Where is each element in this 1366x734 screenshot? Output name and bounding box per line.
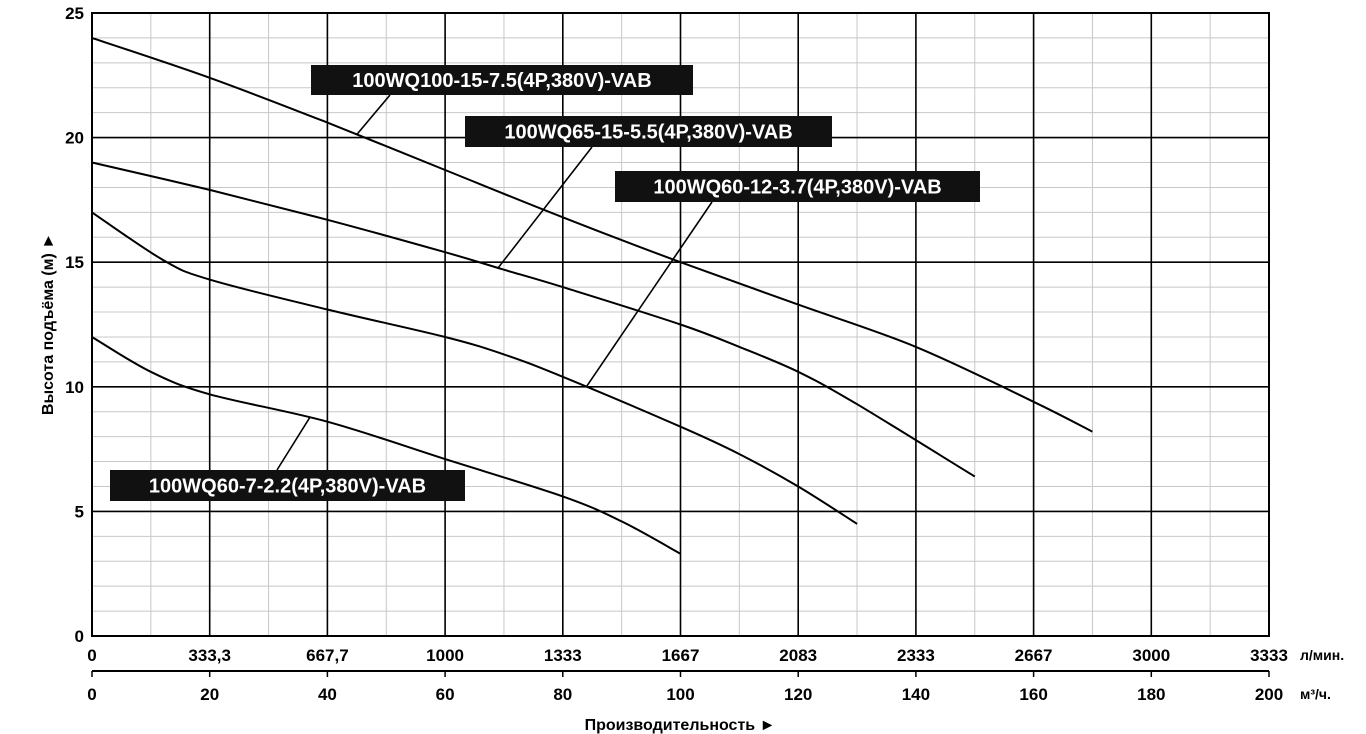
y-tick-labels: 0 5 10 15 20 25 — [65, 4, 84, 646]
series-label-box — [311, 65, 693, 95]
x-tick-label: 80 — [553, 685, 572, 704]
series-line — [91, 161, 976, 478]
y-tick-label: 25 — [65, 4, 84, 23]
series-leader-line — [276, 417, 311, 471]
x-tick-label: 20 — [200, 685, 219, 704]
series-leader-line — [585, 201, 713, 388]
x-tick-label: 140 — [902, 685, 930, 704]
x-tick-label: 100 — [666, 685, 694, 704]
x-secondary-tick-label: 3000 — [1132, 646, 1170, 665]
series-label: 100WQ60-7-2.2(4P,380V)-VAB — [149, 476, 426, 498]
x-tick-label: 200 — [1255, 685, 1283, 704]
series-leader-line — [497, 146, 593, 269]
x-secondary-tick-label: 1333 — [544, 646, 582, 665]
x-tick-label: 0 — [87, 685, 96, 704]
x-secondary-tick-label: 0 — [87, 646, 96, 665]
x-unit: м³/ч. — [1300, 686, 1331, 702]
series-line — [91, 36, 1093, 433]
x-secondary-tick-label: 1667 — [662, 646, 700, 665]
x-secondary-tick-labels: 0 333,3 667,7 1000 1333 1667 2083 2333 2667 3000 3… — [87, 646, 1288, 677]
series-leader-line — [356, 94, 391, 135]
x-secondary-unit: л/мин. — [1300, 647, 1344, 663]
x-secondary-tick-label: 333,3 — [188, 646, 231, 665]
x-axis-title: Производительность ► — [585, 717, 776, 734]
x-tick-label: 60 — [436, 685, 455, 704]
series-line — [91, 336, 681, 555]
series-label: 100WQ65-15-5.5(4P,380V)-VAB — [504, 122, 792, 144]
x-secondary-tick-label: 667,7 — [306, 646, 349, 665]
x-secondary-tick-label: 1000 — [426, 646, 464, 665]
y-tick-label: 20 — [65, 129, 84, 148]
series-labels-group: 100WQ100-15-7.5(4P,380V)-VAB 100WQ65-15-5… — [110, 65, 980, 501]
x-tick-label: 40 — [318, 685, 337, 704]
x-tick-labels: 0 20 40 60 80 100 120 140 160 180 200 — [87, 685, 1283, 704]
series-label: 100WQ100-15-7.5(4P,380V)-VAB — [352, 70, 651, 92]
x-secondary-tick-label: 2667 — [1015, 646, 1053, 665]
leader-lines-group — [276, 94, 713, 471]
y-tick-label: 15 — [65, 253, 84, 272]
x-secondary-tick-label: 2333 — [897, 646, 935, 665]
series-label: 100WQ60-12-3.7(4P,380V)-VAB — [653, 177, 941, 199]
series-line — [91, 211, 858, 525]
y-tick-label: 10 — [65, 378, 84, 397]
curves-group — [91, 36, 1093, 555]
x-tick-label: 180 — [1137, 685, 1165, 704]
plot-frame — [91, 12, 1270, 637]
x-tick-label: 160 — [1019, 685, 1047, 704]
y-axis-title: Высота подъёма (м) ► — [40, 233, 57, 415]
y-tick-label: 0 — [75, 627, 84, 646]
x-secondary-tick-label: 2083 — [779, 646, 817, 665]
series-label-box — [615, 171, 980, 202]
series-label-box — [110, 470, 465, 501]
series-label-box — [465, 116, 832, 147]
x-secondary-tick-label: 3333 — [1250, 646, 1288, 665]
x-tick-label: 120 — [784, 685, 812, 704]
y-tick-label: 5 — [75, 502, 84, 521]
